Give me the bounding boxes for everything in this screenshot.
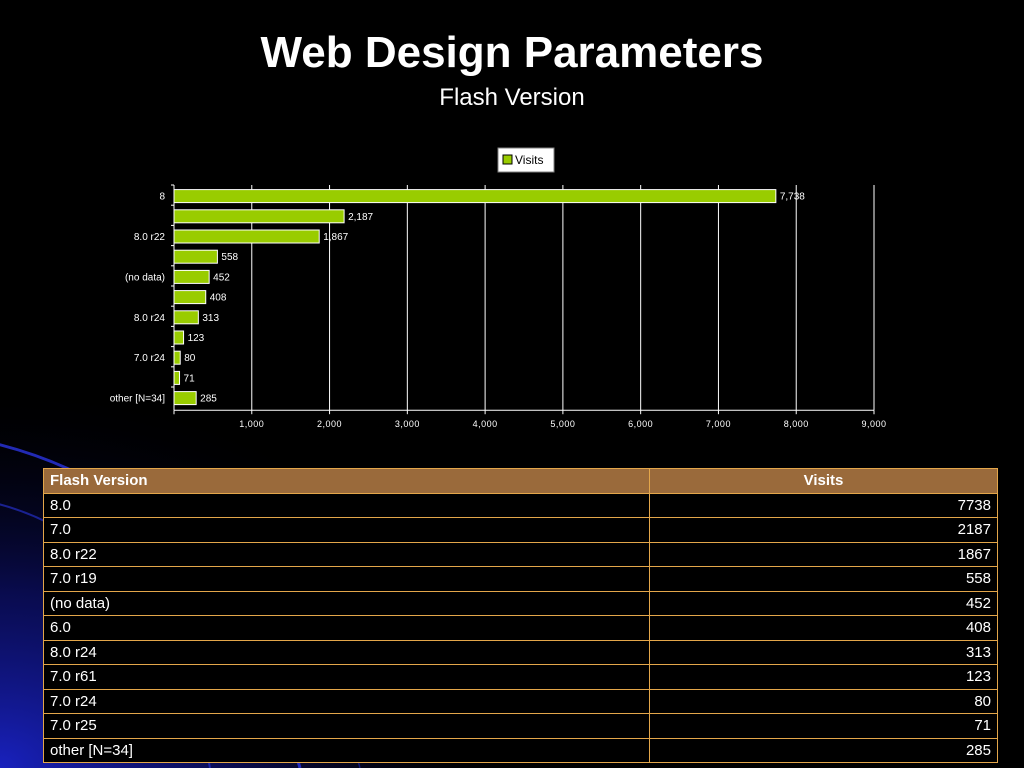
x-tick-label: 9,000 bbox=[861, 419, 886, 429]
data-label: 7,738 bbox=[780, 192, 805, 203]
bar bbox=[173, 350, 181, 365]
table-row: 8.0 7738 bbox=[43, 492, 998, 518]
category-label: 8.0 r22 bbox=[134, 232, 166, 243]
cell-visits: 123 bbox=[649, 664, 998, 690]
x-tick-label: 6,000 bbox=[628, 419, 653, 429]
table-row: 6.0 408 bbox=[43, 615, 998, 641]
table-header-row: Flash Version Visits bbox=[43, 468, 998, 494]
category-label: 8.0 r24 bbox=[134, 313, 166, 324]
cell-flash-version: 6.0 bbox=[43, 615, 650, 641]
cell-visits: 1867 bbox=[649, 541, 998, 567]
chart-x-axis: 1,000 2,000 3,000 4,000 5,000 6,000 7,000 8,000… bbox=[173, 409, 886, 429]
cell-flash-version: (no data) bbox=[43, 590, 650, 616]
cell-flash-version: 7.0 r24 bbox=[43, 688, 650, 714]
data-label: 452 bbox=[213, 272, 230, 283]
cell-visits: 2187 bbox=[649, 517, 998, 543]
table-row: 7.0 r19 558 bbox=[43, 566, 998, 592]
table-row: 8.0 r22 1867 bbox=[43, 541, 998, 567]
category-label: 7.0 r24 bbox=[134, 353, 166, 364]
bar bbox=[173, 330, 185, 345]
chart-gridlines bbox=[251, 185, 875, 411]
x-tick-label: 8,000 bbox=[784, 419, 809, 429]
cell-visits: 7738 bbox=[649, 492, 998, 518]
cell-visits: 408 bbox=[649, 615, 998, 641]
data-label: 558 bbox=[221, 252, 238, 263]
cell-visits: 80 bbox=[649, 688, 998, 714]
data-label: 123 bbox=[188, 333, 205, 344]
cell-visits: 285 bbox=[649, 737, 998, 763]
bar bbox=[173, 370, 181, 385]
x-tick-label: 7,000 bbox=[706, 419, 731, 429]
table-row: 7.0 r24 80 bbox=[43, 688, 998, 714]
category-label: (no data) bbox=[125, 272, 165, 283]
legend-swatch bbox=[502, 154, 513, 165]
chart-y-axis: 8 8.0 r22 (no data) 8.0 r24 7.0 r24 other [N=… bbox=[110, 184, 175, 411]
cell-visits: 71 bbox=[649, 713, 998, 739]
table-row: 7.0 r61 123 bbox=[43, 664, 998, 690]
data-label: 2,187 bbox=[348, 212, 373, 223]
x-tick-label: 3,000 bbox=[395, 419, 420, 429]
cell-flash-version: 7.0 r61 bbox=[43, 664, 650, 690]
data-label: 71 bbox=[184, 373, 196, 384]
x-tick-label: 2,000 bbox=[317, 419, 342, 429]
bar bbox=[173, 310, 199, 325]
bar bbox=[173, 391, 197, 406]
data-label: 285 bbox=[200, 394, 217, 405]
cell-flash-version: 8.0 bbox=[43, 492, 650, 518]
slide-subtitle: Flash Version bbox=[439, 84, 585, 111]
x-tick-label: 5,000 bbox=[550, 419, 575, 429]
cell-visits: 452 bbox=[649, 590, 998, 616]
data-label: 80 bbox=[184, 353, 196, 364]
cell-visits: 558 bbox=[649, 566, 998, 592]
table-row: 7.0 r25 71 bbox=[43, 713, 998, 739]
table-row: other [N=34] 285 bbox=[43, 737, 998, 763]
cell-flash-version: 7.0 r25 bbox=[43, 713, 650, 739]
flash-version-bar-chart: Visits 7,7382,1871,867558452408313123807… bbox=[110, 147, 886, 429]
cell-flash-version: 8.0 r24 bbox=[43, 639, 650, 665]
bar bbox=[173, 229, 320, 244]
bar bbox=[173, 189, 777, 204]
table-row: (no data) 452 bbox=[43, 590, 998, 616]
cell-flash-version: 7.0 bbox=[43, 517, 650, 543]
legend-label: Visits bbox=[515, 153, 543, 167]
bar bbox=[173, 209, 345, 224]
flash-version-table: Flash Version Visits 8.0 7738 7.0 2187 8… bbox=[43, 468, 998, 763]
table-row: 7.0 2187 bbox=[43, 517, 998, 543]
chart-legend: Visits bbox=[497, 147, 555, 173]
data-label: 1,867 bbox=[323, 232, 348, 243]
column-header-flash-version: Flash Version bbox=[43, 468, 650, 494]
slide-title: Web Design Parameters bbox=[260, 28, 764, 77]
table-row: 8.0 r24 313 bbox=[43, 639, 998, 665]
category-label: 8 bbox=[159, 192, 165, 203]
data-label: 313 bbox=[202, 313, 219, 324]
x-tick-label: 4,000 bbox=[473, 419, 498, 429]
bar bbox=[173, 269, 210, 284]
category-label: other [N=34] bbox=[110, 394, 166, 405]
cell-visits: 313 bbox=[649, 639, 998, 665]
bar bbox=[173, 290, 207, 305]
cell-flash-version: 7.0 r19 bbox=[43, 566, 650, 592]
cell-flash-version: 8.0 r22 bbox=[43, 541, 650, 567]
data-label: 408 bbox=[210, 293, 227, 304]
cell-flash-version: other [N=34] bbox=[43, 737, 650, 763]
x-tick-label: 1,000 bbox=[239, 419, 264, 429]
bar bbox=[173, 249, 218, 264]
column-header-visits: Visits bbox=[649, 468, 998, 494]
